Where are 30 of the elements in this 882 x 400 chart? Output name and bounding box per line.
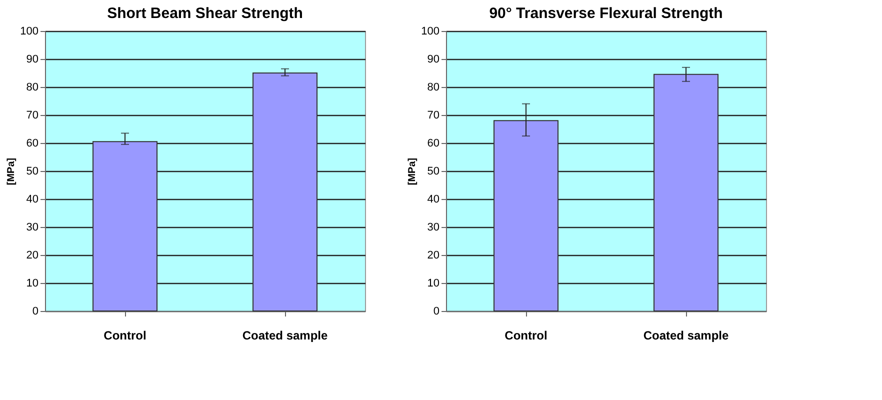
y-axis-title: [MPa] (6, 158, 18, 186)
y-tick-label: 40 (427, 194, 440, 206)
y-tick-label: 90 (427, 54, 440, 66)
y-tick-label: 70 (26, 110, 38, 122)
y-tick-label: 70 (427, 110, 440, 122)
y-tick-label: 30 (26, 222, 38, 234)
x-tick-label: Coated sample (242, 328, 328, 342)
y-tick-label: 30 (427, 222, 440, 234)
y-tick-label: 90 (26, 54, 38, 66)
y-tick-label: 20 (26, 250, 38, 262)
y-axis-title: [MPa] (407, 158, 418, 186)
y-tick-label: 80 (427, 82, 440, 94)
chart-title: Short Beam Shear Strength (107, 5, 303, 22)
chart-title: 90° Transverse Flexural Strength (489, 5, 723, 22)
x-tick-label: Control (104, 328, 146, 342)
y-tick-label: 50 (427, 166, 440, 178)
x-tick-label: Control (504, 328, 548, 342)
y-tick-label: 40 (26, 194, 38, 206)
y-tick-label: 10 (427, 278, 440, 290)
y-tick-label: 50 (26, 166, 38, 178)
y-tick-label: 60 (427, 138, 440, 150)
y-tick-label: 100 (20, 26, 38, 38)
y-tick-label: 60 (26, 138, 38, 150)
y-tick-label: 0 (433, 306, 440, 318)
y-tick-label: 100 (421, 26, 440, 38)
y-tick-label: 10 (26, 278, 38, 290)
y-tick-label: 20 (427, 250, 440, 262)
y-tick-label: 0 (32, 306, 38, 318)
x-tick-label: Coated sample (643, 328, 730, 342)
y-tick-label: 80 (26, 82, 38, 94)
